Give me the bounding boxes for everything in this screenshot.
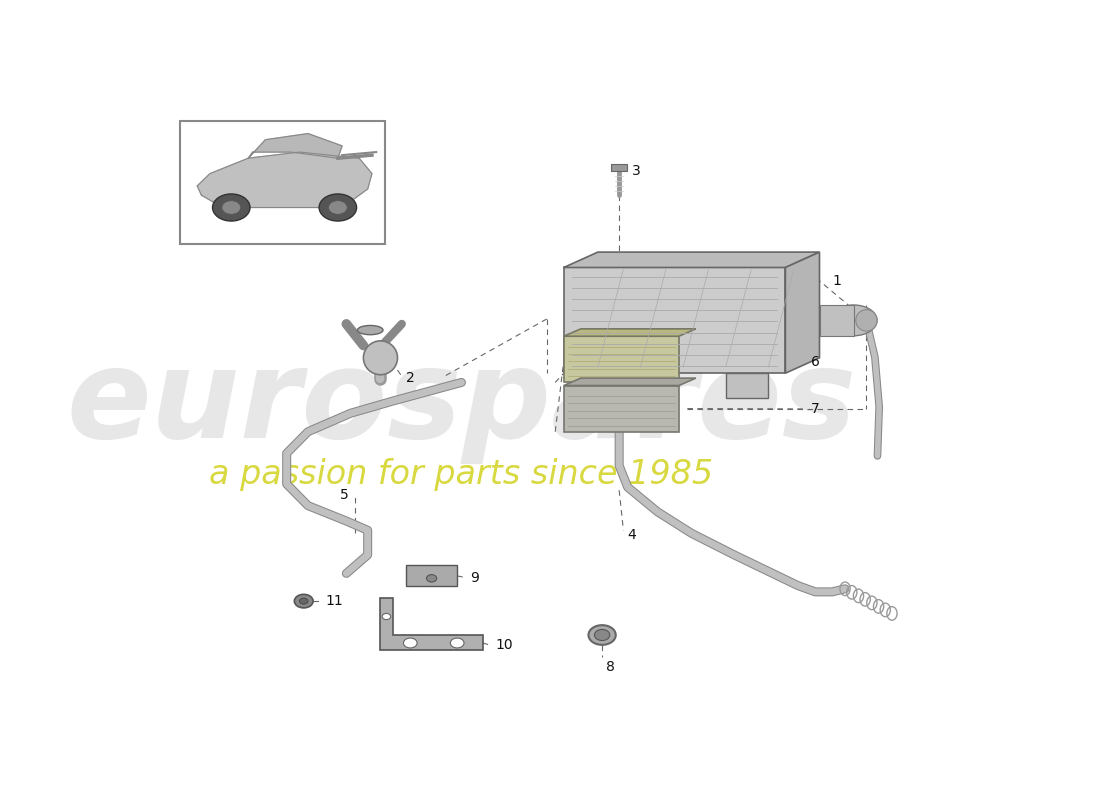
Ellipse shape	[299, 598, 308, 604]
Text: 7: 7	[811, 402, 819, 416]
Text: 2: 2	[406, 370, 415, 385]
Bar	[612, 164, 627, 171]
Ellipse shape	[295, 594, 313, 608]
Text: 8: 8	[606, 660, 615, 674]
Text: 1: 1	[833, 274, 842, 288]
Polygon shape	[563, 329, 696, 336]
Text: 9: 9	[470, 570, 478, 585]
Bar	[406, 566, 458, 586]
Ellipse shape	[363, 341, 397, 374]
Ellipse shape	[856, 310, 877, 331]
Ellipse shape	[212, 194, 250, 221]
Polygon shape	[381, 598, 483, 650]
Polygon shape	[563, 267, 785, 373]
Ellipse shape	[450, 638, 464, 648]
Ellipse shape	[329, 201, 348, 214]
Text: 6: 6	[811, 355, 819, 369]
Ellipse shape	[830, 305, 877, 336]
Ellipse shape	[358, 326, 383, 334]
Text: eurospares: eurospares	[66, 343, 857, 465]
Polygon shape	[581, 373, 624, 398]
Ellipse shape	[588, 625, 616, 645]
Bar	[563, 336, 679, 382]
Polygon shape	[563, 378, 696, 386]
Bar	[820, 305, 854, 336]
Bar	[563, 386, 679, 432]
Polygon shape	[563, 252, 820, 267]
Polygon shape	[785, 252, 820, 373]
Ellipse shape	[427, 574, 437, 582]
Text: 5: 5	[340, 487, 349, 502]
Ellipse shape	[319, 194, 356, 221]
Text: 3: 3	[631, 164, 640, 178]
Ellipse shape	[594, 630, 609, 641]
Polygon shape	[197, 152, 372, 207]
Ellipse shape	[382, 614, 390, 619]
Text: 4: 4	[628, 527, 637, 542]
Text: 11: 11	[326, 594, 343, 608]
Ellipse shape	[404, 638, 417, 648]
Text: a passion for parts since 1985: a passion for parts since 1985	[209, 458, 714, 491]
Polygon shape	[249, 134, 342, 158]
Bar	[180, 121, 385, 244]
Text: 10: 10	[495, 638, 514, 653]
Ellipse shape	[222, 201, 241, 214]
Polygon shape	[726, 373, 768, 398]
